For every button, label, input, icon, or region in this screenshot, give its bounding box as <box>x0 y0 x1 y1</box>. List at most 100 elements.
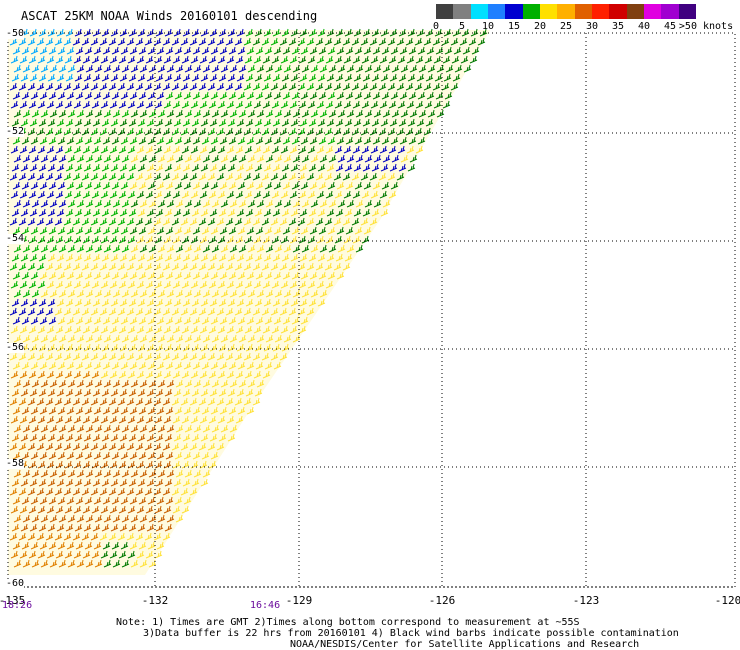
wind-barb <box>93 136 102 145</box>
wind-barb <box>138 361 147 370</box>
wind-barb <box>262 145 271 154</box>
wind-barb <box>252 82 261 91</box>
wind-barb <box>163 100 172 109</box>
wind-barb <box>112 64 121 73</box>
wind-barb <box>180 487 189 496</box>
wind-barb <box>227 73 236 82</box>
wind-barb <box>27 37 36 46</box>
wind-barb <box>271 325 280 334</box>
wind-barb <box>191 298 200 307</box>
wind-barb <box>20 118 29 127</box>
wind-barb <box>48 451 57 460</box>
wind-barb <box>127 460 136 469</box>
wind-barb <box>199 190 208 199</box>
wind-barb <box>128 388 137 397</box>
wind-barb <box>252 352 261 361</box>
wind-barb <box>335 118 344 127</box>
wind-barb <box>37 550 46 559</box>
wind-barb <box>11 478 20 487</box>
wind-barb <box>118 190 127 199</box>
wind-barb <box>336 136 345 145</box>
wind-barb <box>324 262 333 271</box>
wind-barb <box>342 217 351 226</box>
wind-barb <box>328 244 337 253</box>
wind-barb <box>139 424 148 433</box>
wind-barb <box>244 100 253 109</box>
wind-barb <box>255 46 264 55</box>
wind-barb <box>103 334 112 343</box>
colorbar-swatch <box>644 4 662 19</box>
wind-barb <box>67 64 76 73</box>
wind-barb <box>153 172 162 181</box>
wind-barb <box>84 136 93 145</box>
wind-barb <box>153 37 162 46</box>
wind-barb <box>31 289 40 298</box>
wind-barb <box>130 244 139 253</box>
wind-barb <box>100 550 109 559</box>
wind-barb <box>301 244 310 253</box>
wind-barb <box>136 55 145 64</box>
wind-barb <box>202 334 211 343</box>
wind-barb <box>400 109 409 118</box>
wind-barb <box>263 163 272 172</box>
wind-barb <box>346 64 355 73</box>
wind-barb <box>144 172 153 181</box>
wind-barb <box>10 55 19 64</box>
wind-barb <box>103 109 112 118</box>
wind-barb <box>81 487 90 496</box>
wind-barb <box>130 109 139 118</box>
wind-barb <box>73 505 82 514</box>
wind-barb <box>103 424 112 433</box>
wind-barb <box>280 190 289 199</box>
wind-barb <box>12 226 21 235</box>
wind-barb <box>48 316 57 325</box>
wind-barb <box>37 145 46 154</box>
wind-barb <box>13 334 22 343</box>
wind-barb <box>49 424 58 433</box>
wind-barb <box>279 307 288 316</box>
wind-barb <box>128 253 137 262</box>
wind-barb <box>182 118 191 127</box>
wind-barb <box>39 226 48 235</box>
wind-barb <box>36 307 45 316</box>
wind-barb <box>333 262 342 271</box>
wind-barb <box>298 55 307 64</box>
wind-barb <box>409 109 418 118</box>
wind-barb <box>398 118 407 127</box>
wind-barb <box>162 37 171 46</box>
wind-barb <box>306 82 315 91</box>
wind-barb <box>252 307 261 316</box>
wind-barb <box>18 442 27 451</box>
wind-barb <box>288 37 297 46</box>
wind-barb <box>262 55 271 64</box>
wind-barb <box>146 523 155 532</box>
colorbar-tick-label: 20 <box>533 21 547 32</box>
wind-barb <box>27 487 36 496</box>
wind-barb <box>326 163 335 172</box>
wind-barb <box>20 73 29 82</box>
wind-barb <box>290 298 299 307</box>
wind-barb <box>37 190 46 199</box>
wind-barb <box>66 136 75 145</box>
wind-barb <box>138 46 147 55</box>
wind-barb <box>345 91 354 100</box>
wind-barb <box>103 514 112 523</box>
wind-barb <box>27 532 36 541</box>
wind-barb <box>175 64 184 73</box>
wind-barb <box>48 541 57 550</box>
wind-barb <box>333 127 342 136</box>
wind-barb <box>181 190 190 199</box>
wind-barb <box>74 388 83 397</box>
wind-barb <box>175 199 184 208</box>
wind-barb <box>370 100 379 109</box>
wind-barb <box>100 55 109 64</box>
wind-barb <box>67 469 76 478</box>
wind-barb <box>137 433 146 442</box>
wind-barb <box>436 109 445 118</box>
wind-barb <box>181 370 190 379</box>
wind-barb <box>138 136 147 145</box>
wind-barb <box>193 64 202 73</box>
wind-barb <box>166 109 175 118</box>
wind-barb <box>210 271 219 280</box>
wind-barb <box>300 316 309 325</box>
